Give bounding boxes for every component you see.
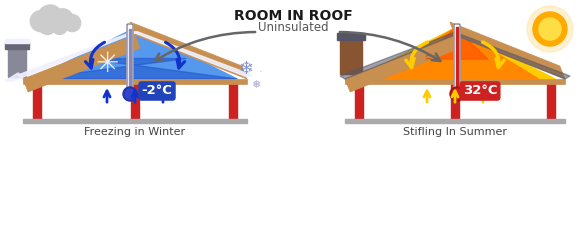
Bar xyxy=(23,79,247,84)
Polygon shape xyxy=(33,28,237,79)
Circle shape xyxy=(38,5,63,30)
Polygon shape xyxy=(372,28,539,79)
Bar xyxy=(129,29,131,92)
Text: ROOM IN ROOF: ROOM IN ROOF xyxy=(234,9,352,23)
Bar xyxy=(8,42,26,77)
Circle shape xyxy=(52,9,73,30)
Text: ❅: ❅ xyxy=(251,80,261,90)
Polygon shape xyxy=(340,33,457,79)
Polygon shape xyxy=(132,32,252,77)
Bar xyxy=(345,79,565,84)
Bar xyxy=(355,84,363,119)
Polygon shape xyxy=(345,35,460,92)
Text: ❄: ❄ xyxy=(238,60,254,78)
Text: ·: · xyxy=(259,67,263,77)
Polygon shape xyxy=(355,28,555,79)
Polygon shape xyxy=(422,28,488,59)
Bar xyxy=(451,84,459,119)
Text: ≈: ≈ xyxy=(424,49,436,64)
Text: Freezing in Winter: Freezing in Winter xyxy=(85,127,185,137)
Circle shape xyxy=(527,6,573,52)
Polygon shape xyxy=(453,33,570,79)
Text: -2°C: -2°C xyxy=(141,84,173,98)
Polygon shape xyxy=(18,32,138,77)
Bar xyxy=(33,84,41,119)
Bar xyxy=(456,27,458,92)
Circle shape xyxy=(52,19,68,35)
Polygon shape xyxy=(23,35,140,92)
Bar xyxy=(23,119,247,123)
Circle shape xyxy=(450,87,464,101)
FancyBboxPatch shape xyxy=(454,24,460,95)
Circle shape xyxy=(539,18,561,40)
Circle shape xyxy=(123,87,137,101)
Polygon shape xyxy=(130,22,247,79)
Bar xyxy=(131,84,139,119)
Circle shape xyxy=(452,89,462,99)
Bar xyxy=(345,119,565,123)
Bar xyxy=(340,36,362,74)
Polygon shape xyxy=(33,59,237,79)
Bar xyxy=(547,84,555,119)
Polygon shape xyxy=(5,73,23,81)
Bar xyxy=(229,84,237,119)
Text: Uninsulated: Uninsulated xyxy=(258,21,328,34)
FancyBboxPatch shape xyxy=(127,24,133,95)
Circle shape xyxy=(39,17,56,35)
Bar xyxy=(5,42,29,49)
Circle shape xyxy=(31,11,51,32)
Text: Stifling In Summer: Stifling In Summer xyxy=(403,127,507,137)
Bar xyxy=(337,33,365,40)
Circle shape xyxy=(63,15,80,32)
Circle shape xyxy=(533,12,567,46)
Circle shape xyxy=(125,89,135,99)
Text: 32°C: 32°C xyxy=(463,84,497,98)
Text: ✳: ✳ xyxy=(95,50,119,78)
Bar xyxy=(5,39,29,43)
Polygon shape xyxy=(450,22,565,79)
